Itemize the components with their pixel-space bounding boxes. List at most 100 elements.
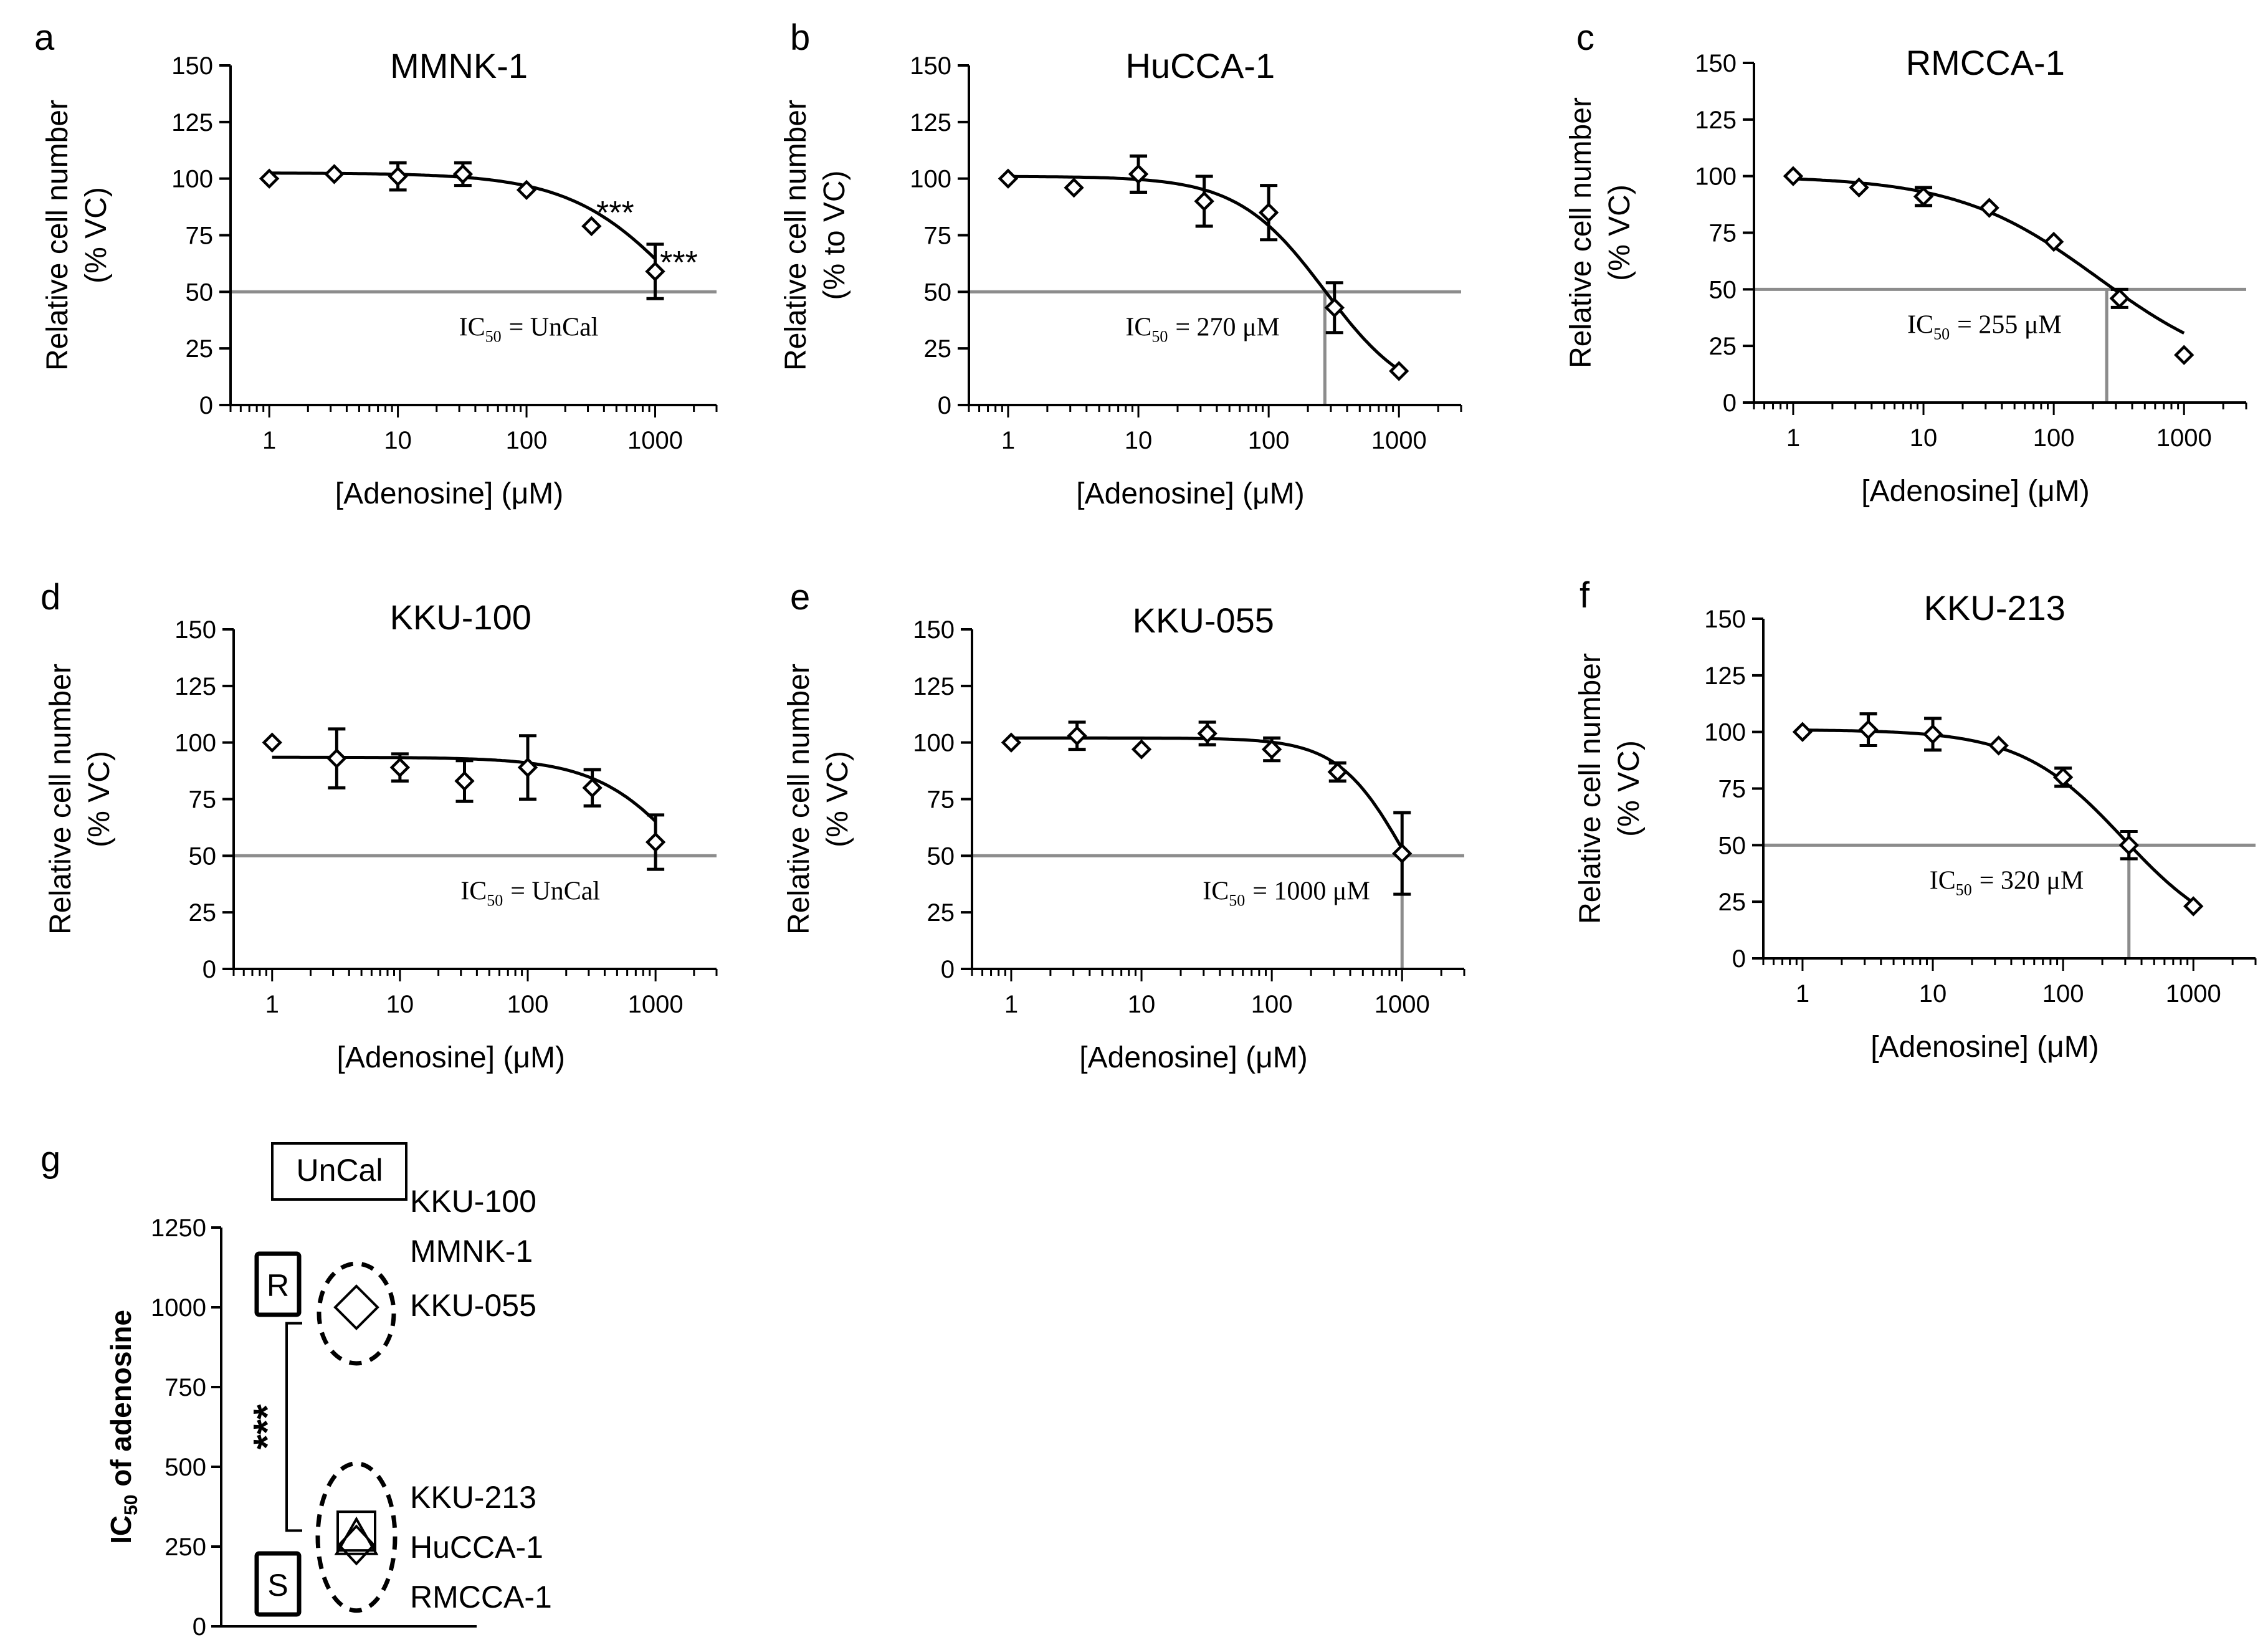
- significance-stars: ***: [596, 195, 634, 231]
- panel-g: g 0 250 500 750 1000 1250 IC50 of adenosine UnCa…: [40, 1139, 552, 1641]
- y-tick-label: 75: [1709, 220, 1737, 247]
- data-point: [1392, 843, 1413, 864]
- y-axis-label-line1: Relative cell number: [1574, 653, 1607, 924]
- x-axis-label: [Adenosine] (μM): [1076, 477, 1304, 510]
- resistant-point: [333, 1284, 379, 1330]
- data-point: [1258, 202, 1279, 223]
- y-tick-label: 500: [164, 1454, 206, 1481]
- data-point: [1001, 732, 1022, 753]
- y-tick-label: 150: [174, 616, 216, 644]
- y-tick-label: 0: [193, 1613, 206, 1641]
- y-axis-label: IC50 of adenosine: [105, 1310, 141, 1544]
- sensitive-point-square: [336, 1510, 376, 1552]
- y-axis-label-line2: (% to VC): [818, 170, 851, 300]
- chart-title: KKU-055: [1133, 601, 1274, 640]
- data-point: [1064, 178, 1084, 198]
- y-tick-label: 100: [910, 166, 951, 193]
- y-tick-label: 50: [1718, 832, 1746, 859]
- panel-b: b HuCCA-1 0 25 50 75 100 125 150 1 10 100 1000 [Adeno…: [779, 17, 1462, 510]
- y-tick-label: 75: [1718, 776, 1746, 803]
- y-tick-label: 25: [924, 335, 952, 363]
- cell-line-label: KKU-100: [410, 1184, 536, 1219]
- panel-letter: a: [34, 17, 55, 58]
- data-point: [388, 166, 408, 187]
- y-tick-label: 25: [1718, 889, 1746, 916]
- significance-stars: ***: [246, 1404, 289, 1449]
- y-tick-label: 50: [927, 842, 955, 870]
- data-point: [516, 179, 537, 201]
- y-tick-label: 150: [171, 52, 213, 80]
- ic50-label: IC50 = 270 μM: [1125, 313, 1280, 345]
- x-tick-label: 1: [262, 427, 276, 454]
- sensitive-point-diamond: [337, 1524, 376, 1566]
- y-axis-label-line1: Relative cell number: [41, 100, 74, 371]
- data-point: [262, 732, 282, 753]
- ic50-label: IC50 = 320 μM: [1930, 866, 2084, 899]
- y-tick-label: 75: [189, 786, 217, 814]
- x-axis-label: [Adenosine] (μM): [335, 477, 563, 510]
- x-axis-label: [Adenosine] (μM): [337, 1041, 565, 1074]
- y-tick-label: 100: [174, 730, 216, 757]
- y-tick-label: 75: [927, 786, 955, 814]
- y-tick-label: 125: [174, 673, 216, 700]
- sensitive-box: [254, 1551, 302, 1617]
- y-tick-label: 100: [1704, 719, 1746, 746]
- data-point: [326, 748, 347, 769]
- sensitive-group-ellipse: [315, 1461, 398, 1613]
- y-tick-label: 50: [186, 279, 214, 306]
- panel-f: f KKU-213 0 25 50 75 100 125 150 1 10 100 1000 [Adeno…: [1574, 575, 2257, 1064]
- panel-letter: f: [1580, 575, 1590, 616]
- y-tick-label: 150: [1695, 50, 1737, 77]
- y-axis-label-line2: (% VC): [80, 187, 113, 284]
- panel-letter: e: [790, 577, 810, 618]
- ic50-label: IC50 = UnCal: [459, 313, 599, 345]
- x-tick-label: 1: [1004, 991, 1018, 1018]
- chart-title: RMCCA-1: [1906, 43, 2065, 82]
- y-tick-label: 125: [1704, 662, 1746, 690]
- y-tick-label: 25: [189, 899, 217, 927]
- data-point: [2183, 896, 2204, 917]
- data-point: [1067, 725, 1087, 746]
- x-tick-label: 100: [1251, 991, 1293, 1018]
- ic50-label: IC50 = UnCal: [460, 877, 600, 909]
- resistant-group-ellipse: [317, 1261, 396, 1366]
- chart-title: MMNK-1: [390, 46, 528, 85]
- panel-a: a MMNK-1 0 25 50 75 100 125 150 1 10 100 1000 [Adenos…: [34, 17, 718, 510]
- data-point: [454, 771, 475, 791]
- x-tick-label: 100: [2042, 980, 2084, 1008]
- x-tick-label: 10: [1910, 424, 1938, 452]
- cell-line-label: HuCCA-1: [410, 1530, 543, 1565]
- data-point: [1327, 761, 1348, 783]
- cell-line-label: KKU-055: [410, 1288, 536, 1323]
- y-tick-label: 1250: [151, 1214, 206, 1242]
- sensitive-label: S: [267, 1568, 288, 1603]
- y-tick-label: 150: [1704, 606, 1746, 633]
- y-tick-label: 25: [1709, 333, 1737, 360]
- x-tick-label: 10: [1128, 991, 1156, 1018]
- data-point: [1913, 186, 1934, 207]
- uncal-box: [271, 1142, 407, 1201]
- chart-title: HuCCA-1: [1125, 46, 1275, 85]
- x-tick-label: 1000: [627, 427, 683, 454]
- x-axis-label: [Adenosine] (μM): [1870, 1031, 2099, 1064]
- x-tick-label: 1: [1001, 427, 1015, 454]
- data-point: [1922, 724, 1943, 745]
- y-tick-label: 50: [1709, 276, 1737, 303]
- ic50-label: IC50 = 1000 μM: [1203, 877, 1370, 909]
- x-tick-label: 10: [1919, 980, 1947, 1008]
- y-tick-label: 100: [913, 730, 955, 757]
- y-tick-label: 25: [186, 335, 214, 363]
- y-axis-label-line2: (% VC): [83, 751, 116, 847]
- x-tick-label: 1000: [628, 991, 684, 1018]
- cell-line-label: KKU-213: [410, 1480, 536, 1515]
- y-tick-label: 0: [199, 392, 213, 419]
- y-tick-label: 250: [164, 1533, 206, 1561]
- data-point: [259, 168, 280, 189]
- data-point: [2118, 835, 2139, 856]
- data-point: [581, 216, 602, 237]
- panel-e: e KKU-055 0 25 50 75 100 125 150 1 10 100 1000 [Adeno…: [783, 577, 1465, 1074]
- data-point: [1988, 735, 2009, 756]
- y-tick-label: 125: [910, 109, 951, 136]
- x-tick-label: 1: [1786, 424, 1800, 452]
